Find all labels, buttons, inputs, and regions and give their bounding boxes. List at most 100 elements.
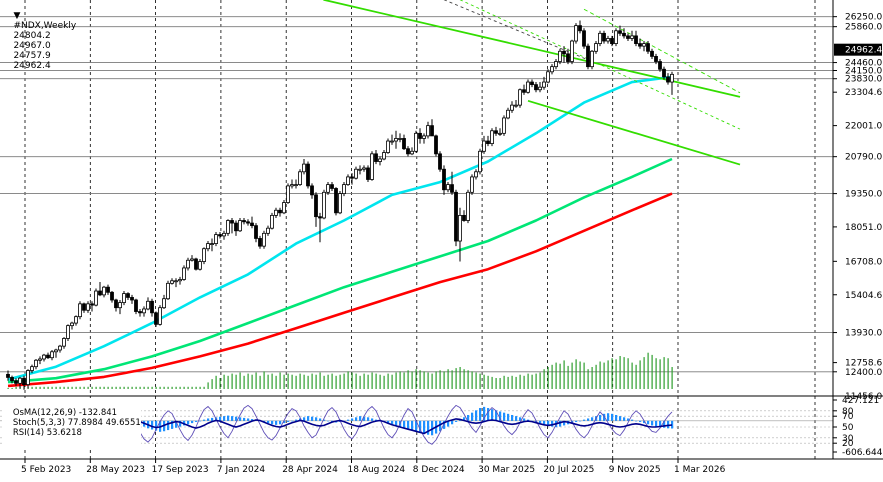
volume-bar — [623, 357, 625, 389]
volume-bar — [295, 375, 297, 389]
volume-bar — [439, 370, 441, 389]
candle-2023-03-05 — [22, 375, 26, 390]
candle-body-up — [38, 358, 42, 361]
volume-bar — [259, 375, 261, 389]
candle-2025-10-12 — [566, 48, 570, 65]
candle-body-up — [594, 43, 598, 52]
candle-body-up — [558, 50, 562, 62]
candle-2023-09-10 — [130, 294, 134, 304]
osma-histogram-bar — [419, 420, 422, 433]
volume-bar — [51, 386, 53, 389]
candle-body-up — [198, 261, 202, 270]
indicator-tick-label: 70 — [842, 412, 854, 422]
candle-2023-02-12 — [10, 375, 14, 384]
osma-histogram-bar — [275, 420, 278, 425]
candle-body-up — [42, 354, 46, 360]
volume-bar — [263, 371, 265, 389]
volume-bar — [471, 371, 473, 389]
candle-body-up — [178, 279, 182, 282]
candle-body-down — [562, 50, 566, 55]
osma-histogram-bar — [227, 415, 230, 421]
candle-2025-04-06 — [458, 207, 462, 262]
candle-2023-03-12 — [26, 369, 30, 389]
candle-body-down — [126, 293, 130, 298]
candle-2023-10-29 — [158, 305, 162, 326]
candle-body-down — [98, 290, 102, 296]
candle-2025-12-21 — [606, 35, 610, 44]
volume-bar — [143, 386, 145, 389]
candle-body-up — [270, 214, 274, 229]
osma-histogram-bar — [627, 418, 630, 421]
candle-body-down — [194, 258, 198, 270]
candle-body-up — [50, 351, 54, 359]
volume-bar — [195, 386, 197, 389]
collapse-arrow-icon[interactable]: ▼ — [13, 11, 21, 21]
volume-bar — [443, 371, 445, 389]
candle-body-up — [226, 220, 230, 234]
candle-body-down — [234, 222, 238, 232]
indicator-tick-label: 80 — [842, 407, 854, 417]
volume-bar — [367, 374, 369, 389]
candle-body-up — [54, 349, 58, 353]
volume-bar — [451, 370, 453, 389]
candle-2023-08-06 — [110, 291, 114, 303]
volume-bar — [219, 378, 221, 389]
osma-histogram-bar — [319, 418, 322, 421]
candle-body-up — [118, 302, 122, 309]
volume-bar — [243, 375, 245, 389]
volume-bar — [459, 367, 461, 389]
volume-bar — [399, 371, 401, 389]
volume-bar — [647, 352, 649, 389]
volume-bar — [667, 358, 669, 389]
candle-body-down — [250, 222, 254, 227]
candle-2025-10-19 — [570, 39, 574, 65]
volume-bar — [291, 374, 293, 389]
candle-body-down — [662, 68, 666, 78]
y-tick-label: 24460.0 — [845, 59, 882, 69]
indicator-tick-label: -606.644 — [842, 448, 883, 458]
candle-2025-12-07 — [598, 30, 602, 47]
volume-bar — [603, 362, 605, 389]
candle-2025-01-05 — [406, 146, 410, 157]
volume-bar — [447, 369, 449, 389]
volume-bar — [591, 367, 593, 389]
osma-histogram-bar — [439, 420, 442, 432]
volume-bar — [363, 373, 365, 389]
osma-histogram-bar — [427, 420, 430, 435]
candle-body-down — [150, 300, 154, 314]
volume-bar — [539, 372, 541, 389]
volume-bar — [39, 386, 41, 389]
volume-bar — [639, 360, 641, 389]
ohlc-open: 24804.2 — [13, 31, 51, 41]
candle-body-up — [590, 50, 594, 68]
candle-body-up — [186, 259, 190, 269]
candle-body-down — [534, 84, 538, 91]
candle-2025-08-10 — [530, 79, 534, 88]
candle-body-up — [222, 232, 226, 237]
candle-2023-10-22 — [154, 311, 158, 327]
volume-bar — [99, 386, 101, 389]
ohlc-close: 24962.4 — [13, 61, 51, 71]
candle-2023-03-26 — [34, 358, 38, 370]
indicator-tick-label: 20 — [842, 439, 854, 449]
candle-body-down — [586, 45, 590, 68]
candle-body-down — [402, 138, 406, 150]
volume-bar — [283, 374, 285, 389]
candle-body-down — [462, 214, 466, 221]
volume-bar — [183, 386, 185, 389]
candle-2023-07-02 — [90, 301, 94, 312]
volume-bar — [43, 386, 45, 389]
candle-2025-10-05 — [562, 46, 566, 63]
candle-body-up — [518, 89, 522, 106]
candle-2024-04-28 — [262, 230, 266, 249]
y-tick-label: 22001.0 — [845, 122, 882, 132]
candle-body-up — [210, 243, 214, 245]
osma-histogram-bar — [371, 418, 374, 421]
candle-2023-04-30 — [54, 348, 58, 358]
candle-2024-08-11 — [322, 189, 326, 220]
candle-2026-03-29 — [662, 66, 666, 80]
osma-histogram-bar — [303, 417, 306, 421]
volume-bar — [635, 364, 637, 389]
